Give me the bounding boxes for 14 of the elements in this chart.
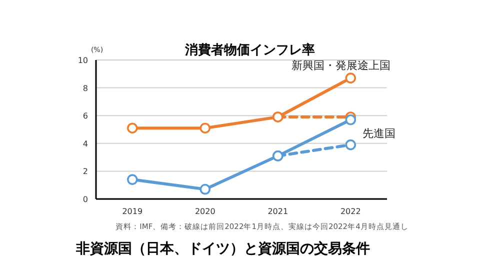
y-tick-label: 4 bbox=[82, 139, 88, 148]
x-tick-label: 2020 bbox=[194, 207, 216, 216]
y-tick-label: 6 bbox=[82, 112, 88, 121]
series-label: 先進国 bbox=[362, 126, 396, 140]
y-tick-label: 2 bbox=[82, 167, 88, 176]
y-tick-label: 0 bbox=[82, 195, 88, 204]
y-tick-label: 8 bbox=[82, 84, 88, 93]
text: 非資源国（日本、ドイツ）と資源国の交易条件 bbox=[75, 240, 370, 257]
x-tick-label: 2019 bbox=[122, 207, 143, 216]
chart-title: 消費者物価インフレ率 bbox=[184, 42, 315, 58]
x-tick-label: 2021 bbox=[268, 207, 288, 216]
x-tick-label: 2022 bbox=[340, 207, 361, 216]
y-tick-label: 10 bbox=[78, 56, 88, 65]
series-label: 新興国・発展途上国 bbox=[292, 59, 391, 72]
